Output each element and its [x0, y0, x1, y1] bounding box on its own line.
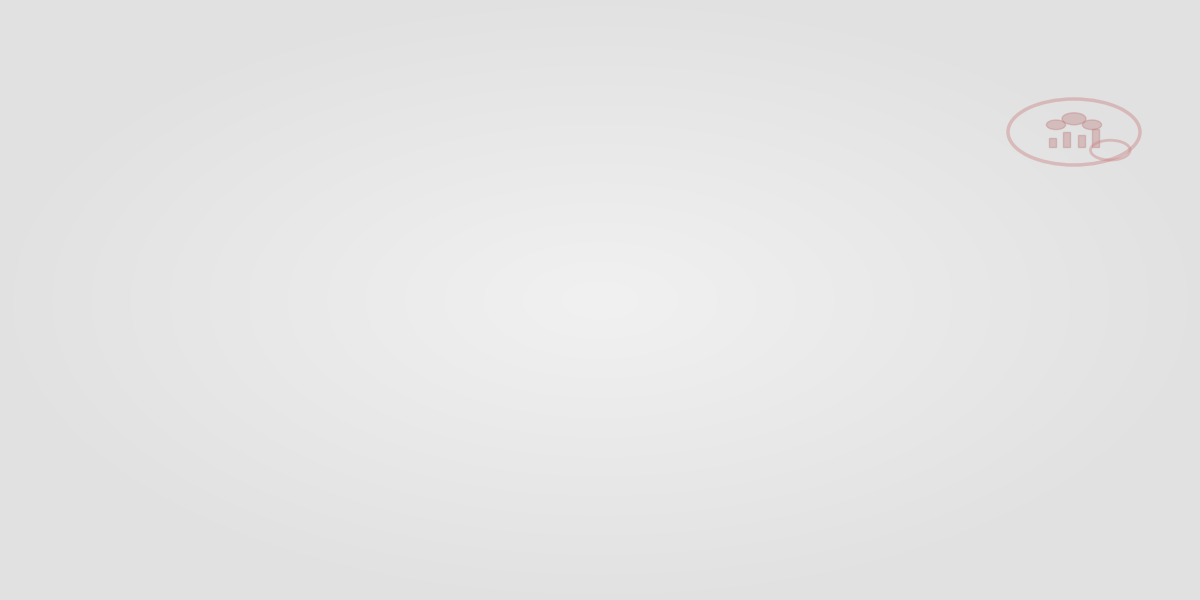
Bar — [833, 268, 887, 538]
Text: 4.92: 4.92 — [347, 378, 391, 396]
Bar — [997, 196, 1050, 538]
Bar — [670, 321, 722, 538]
Bar — [588, 343, 641, 538]
Bar — [425, 383, 478, 538]
Title: Thermal Scanner Market: Thermal Scanner Market — [427, 17, 802, 46]
Bar — [1079, 121, 1132, 538]
Bar — [97, 449, 151, 538]
Bar — [179, 441, 233, 538]
Bar — [914, 235, 968, 538]
Text: 5.57: 5.57 — [428, 360, 473, 378]
Text: 15.0: 15.0 — [1082, 97, 1127, 115]
Bar — [260, 419, 314, 538]
Bar — [343, 401, 396, 538]
Y-axis label: Market Value in USD Billion: Market Value in USD Billion — [17, 189, 35, 414]
Bar — [506, 363, 559, 538]
Bar — [751, 296, 805, 538]
